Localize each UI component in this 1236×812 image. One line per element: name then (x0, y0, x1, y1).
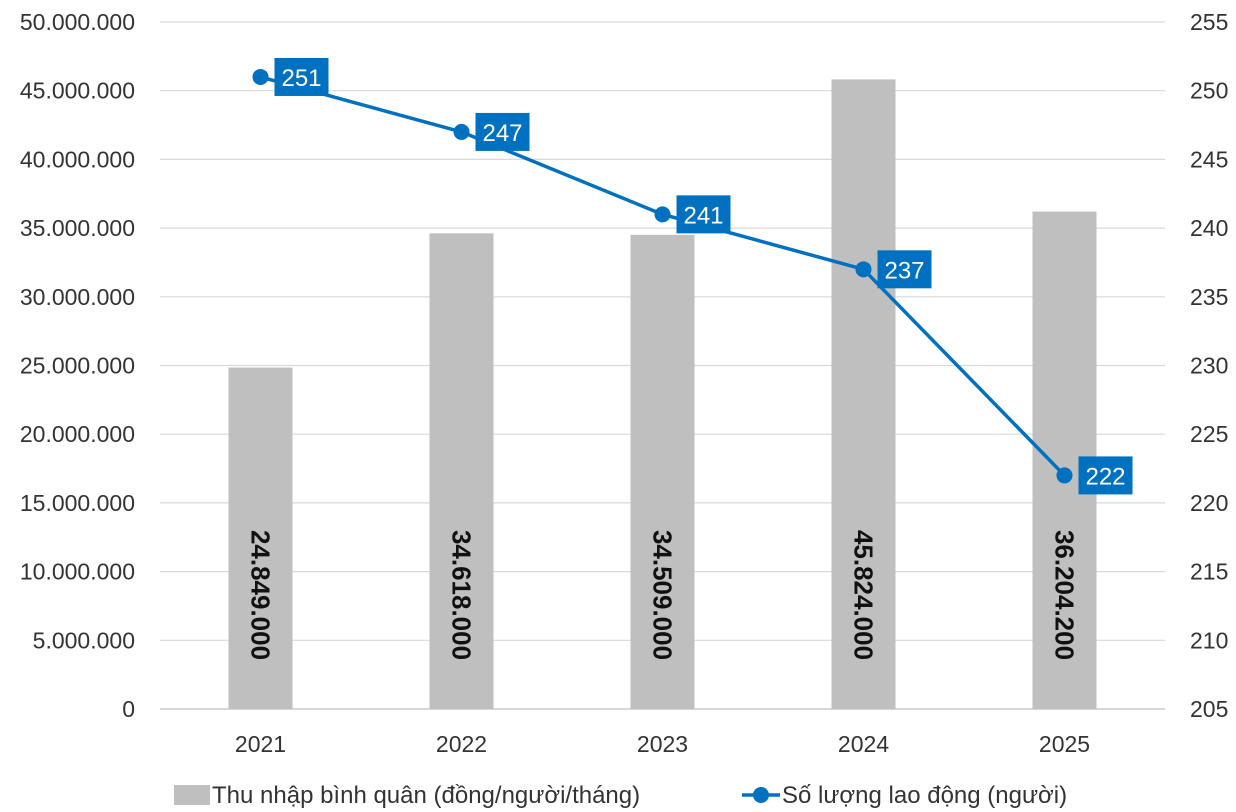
legend-line-marker (753, 787, 769, 803)
y-right-tick-label: 220 (1190, 490, 1228, 516)
y-left-tick-label: 50.000.000 (20, 9, 135, 35)
y-left-tick-label: 30.000.000 (20, 284, 135, 310)
y-right-tick-label: 255 (1190, 9, 1228, 35)
y-left-tick-label: 35.000.000 (20, 215, 135, 241)
y-left-tick-label: 0 (122, 696, 135, 722)
point-value-label: 251 (281, 65, 321, 92)
y-right-tick-label: 230 (1190, 353, 1228, 379)
legend: Thu nhập bình quân (đồng/người/tháng) Số … (174, 782, 1067, 809)
bar (630, 234, 695, 709)
bar (228, 367, 293, 709)
point-label-box (274, 57, 329, 96)
bar-value-label: 45.824.000 (849, 530, 879, 660)
x-tick-label: 2025 (1039, 731, 1090, 757)
point-label-box (877, 250, 932, 289)
line-point (252, 68, 269, 85)
bar-value-label: 34.618.000 (447, 530, 477, 660)
bar-value-label: 24.849.000 (246, 530, 276, 660)
x-tick-label: 2024 (838, 731, 889, 757)
line-point (855, 261, 872, 278)
axis-ticks: 0 5.000.000 10.000.000 15.000.000 20.000.000… (20, 9, 1229, 757)
line-point (1056, 467, 1073, 484)
point-label-box (1078, 456, 1133, 495)
point-label-box (475, 112, 530, 151)
y-right-tick-label: 215 (1190, 559, 1228, 585)
point-value-label: 247 (482, 120, 522, 147)
x-tick-label: 2021 (235, 731, 286, 757)
x-tick-label: 2023 (637, 731, 688, 757)
y-right-tick-label: 225 (1190, 421, 1228, 447)
point-value-label: 237 (884, 257, 924, 284)
y-left-tick-label: 40.000.000 (20, 146, 135, 172)
y-right-tick-label: 205 (1190, 696, 1228, 722)
y-left-tick-label: 20.000.000 (20, 421, 135, 447)
legend-bar-swatch (174, 785, 210, 805)
line-point (654, 206, 671, 223)
y-left-tick-label: 15.000.000 (20, 490, 135, 516)
bar (831, 79, 896, 710)
point-label-box (676, 195, 731, 234)
bar-series: 24.849.000 34.618.000 34.509.000 45.824.000… (228, 79, 1097, 710)
legend-bar-label: Thu nhập bình quân (đồng/người/tháng) (212, 782, 640, 809)
bar-value-label: 34.509.000 (648, 530, 678, 660)
y-left-tick-label: 25.000.000 (20, 353, 135, 379)
y-right-tick-label: 240 (1190, 215, 1228, 241)
y-left-tick-label: 5.000.000 (33, 627, 135, 653)
point-value-label: 222 (1085, 463, 1125, 490)
y-right-tick-label: 235 (1190, 284, 1228, 310)
legend-line-label: Số lượng lao động (người) (782, 782, 1067, 809)
line-series: 251 247 241 237 222 (252, 57, 1133, 495)
bar-value-label: 36.204.200 (1050, 530, 1080, 660)
bar (429, 233, 494, 709)
point-value-label: 241 (683, 202, 723, 229)
y-right-tick-label: 210 (1190, 627, 1228, 653)
line-point (453, 123, 470, 140)
y-left-tick-label: 45.000.000 (20, 78, 135, 104)
x-tick-label: 2022 (436, 731, 487, 757)
y-right-tick-label: 250 (1190, 78, 1228, 104)
y-right-tick-label: 245 (1190, 146, 1228, 172)
y-left-tick-label: 10.000.000 (20, 559, 135, 585)
